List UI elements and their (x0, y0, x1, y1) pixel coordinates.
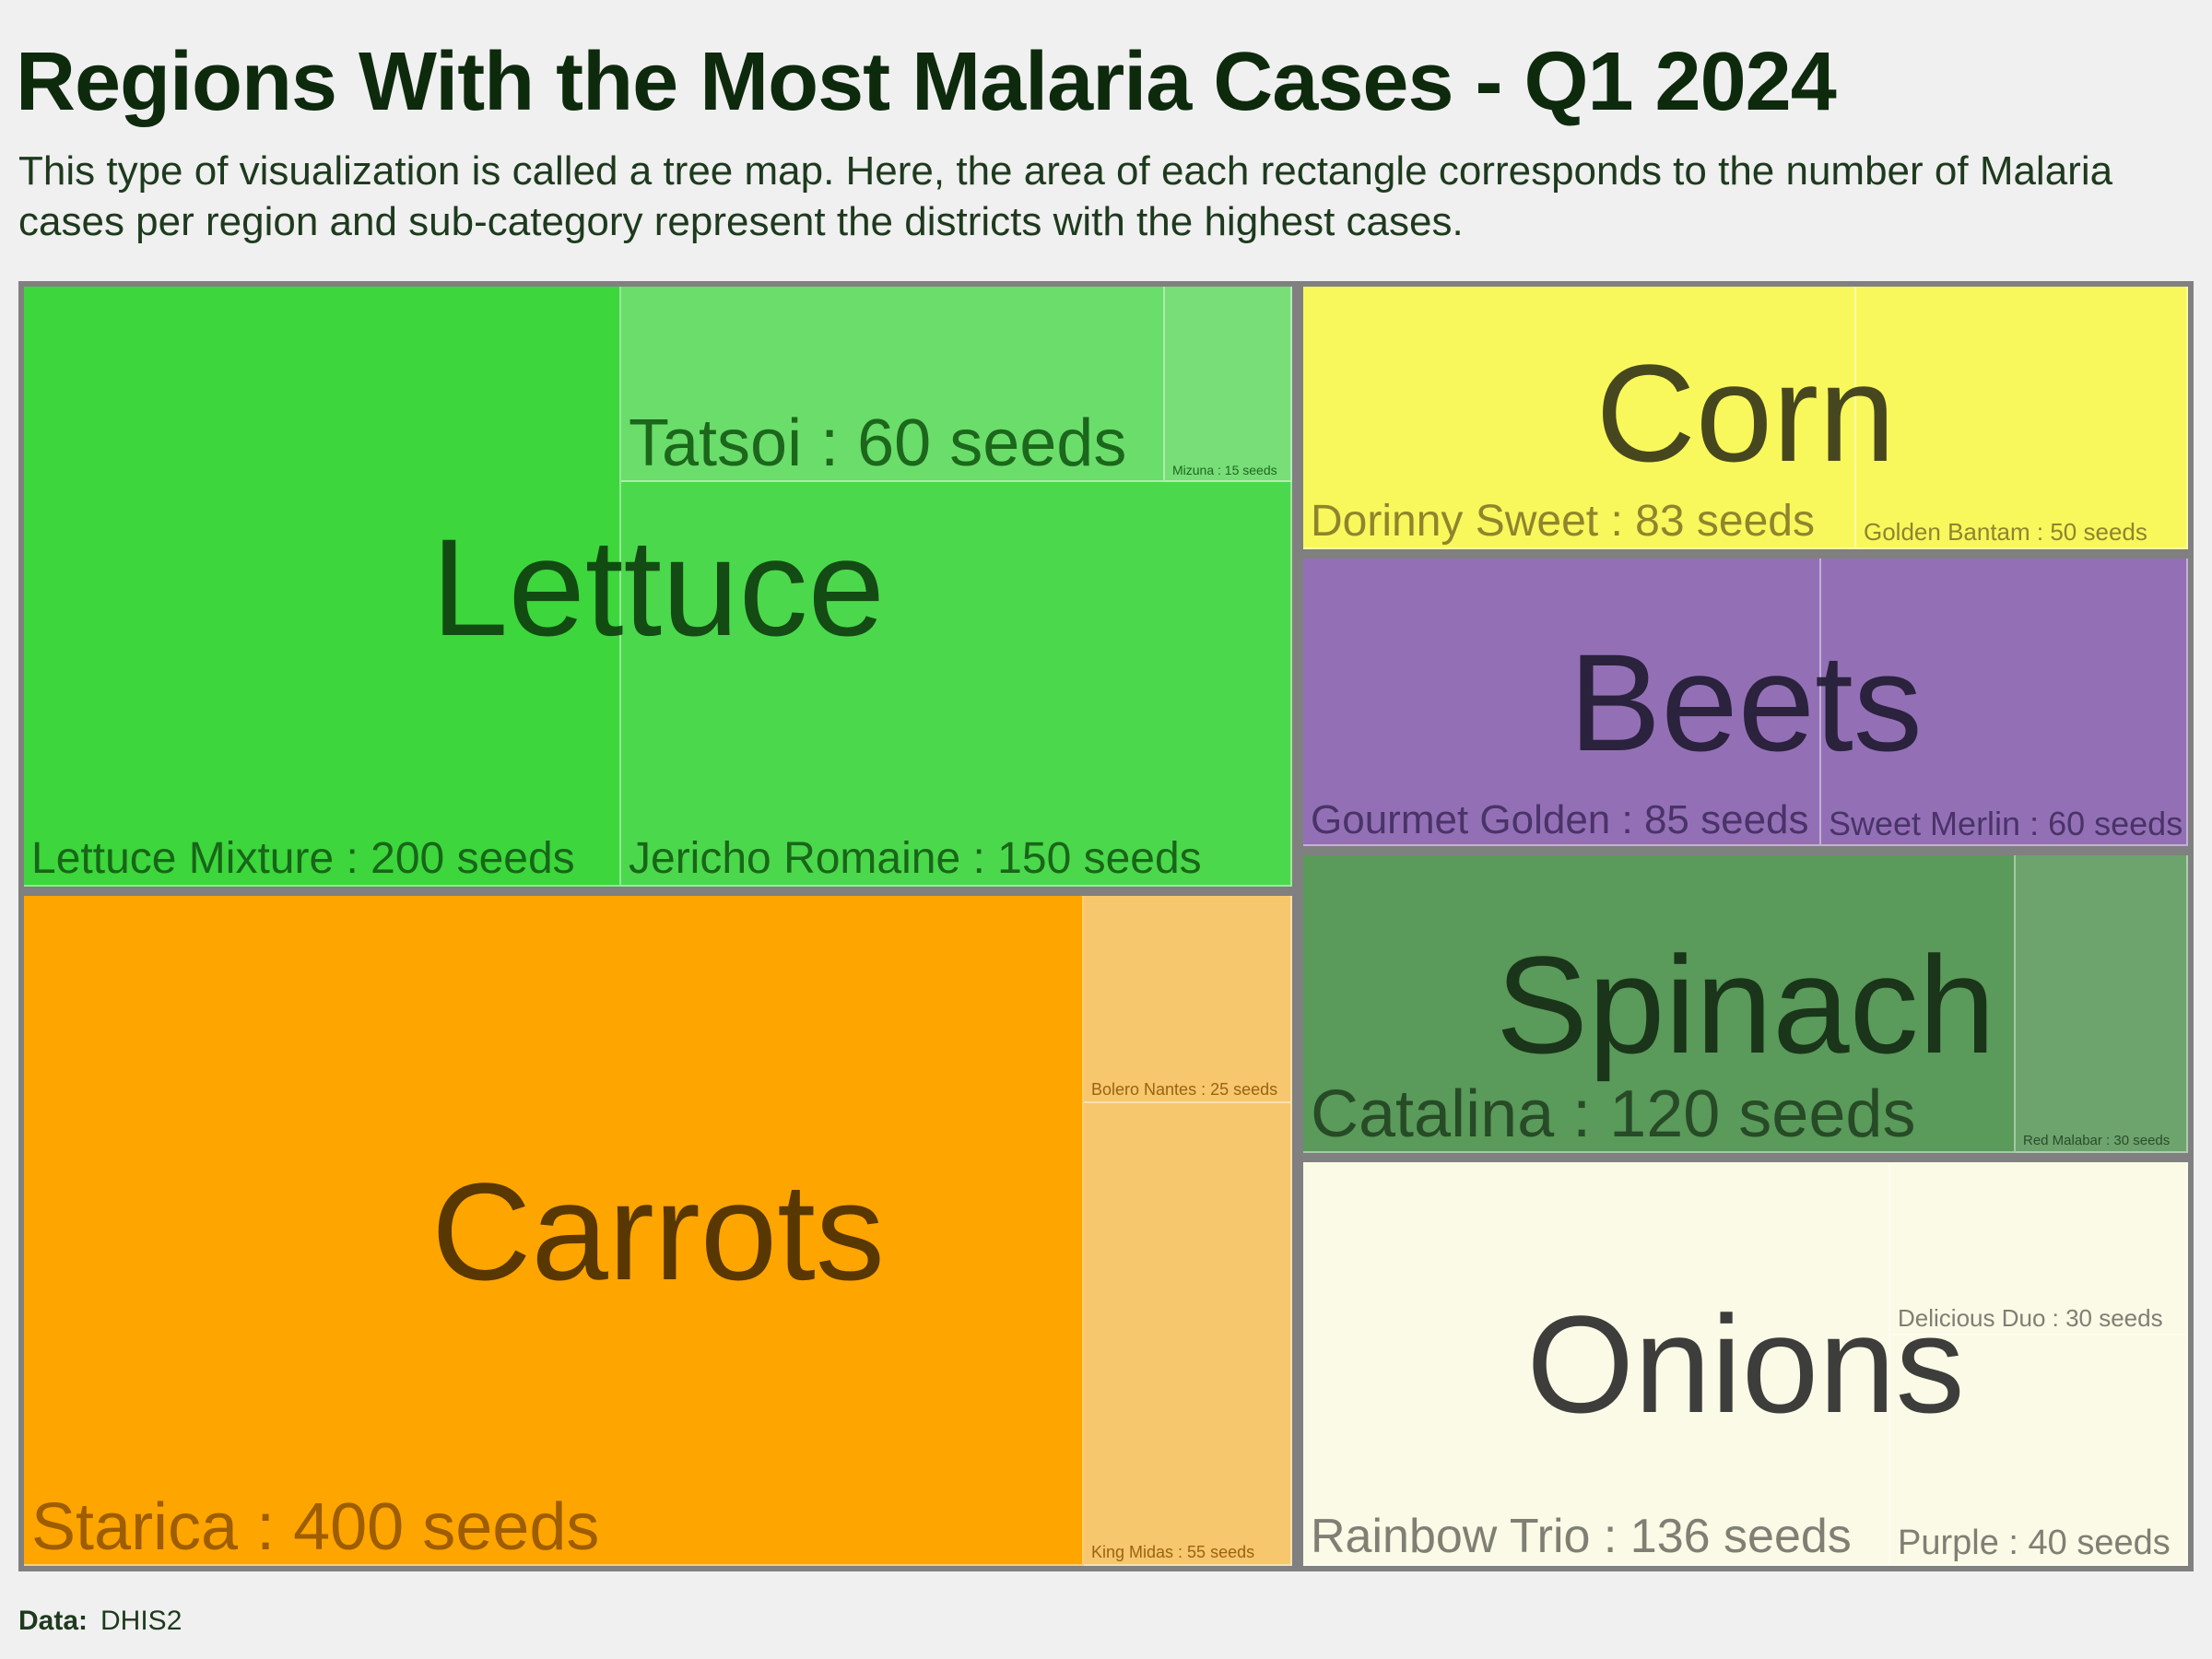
treemap: Lettuce Mixture : 200 seeds Jericho Romai… (18, 281, 2194, 1571)
treemap-cell[interactable]: Rainbow Trio : 136 seeds (1303, 1162, 1890, 1566)
cell-label: Sweet Merlin : 60 seeds (1829, 805, 2183, 842)
group-lettuce: Lettuce Mixture : 200 seeds Jericho Romai… (24, 287, 1292, 887)
treemap-cell[interactable]: Starica : 400 seeds (24, 896, 1084, 1566)
treemap-cell[interactable]: Lettuce Mixture : 200 seeds (24, 287, 621, 887)
group-carrots: Starica : 400 seeds King Midas : 55 seeds… (24, 896, 1292, 1566)
cell-label: Rainbow Trio : 136 seeds (1311, 1510, 1852, 1563)
group-beets: Gourmet Golden : 85 seeds Sweet Merlin : … (1303, 559, 2188, 846)
cell-label: Jericho Romaine : 150 seeds (629, 834, 1202, 883)
group-corn: Dorinny Sweet : 83 seeds Golden Bantam : … (1303, 287, 2188, 549)
footer-source: DHIS2 (100, 1606, 182, 1636)
cell-label: Catalina : 120 seeds (1311, 1077, 1916, 1151)
treemap-cell[interactable]: Dorinny Sweet : 83 seeds (1303, 287, 1856, 549)
treemap-cell[interactable]: Golden Bantam : 50 seeds (1856, 287, 2188, 549)
chart-subtitle: This type of visualization is called a t… (18, 148, 2113, 244)
treemap-cell[interactable]: Jericho Romaine : 150 seeds (621, 482, 1292, 887)
treemap-cell[interactable]: Purple : 40 seeds (1890, 1335, 2188, 1566)
group-onions: Rainbow Trio : 136 seeds Purple : 40 seed… (1303, 1162, 2188, 1566)
treemap-cell[interactable]: Tatsoi : 60 seeds (621, 287, 1165, 482)
cell-label: King Midas : 55 seeds (1091, 1543, 1255, 1561)
treemap-cell[interactable]: Sweet Merlin : 60 seeds (1821, 559, 2188, 846)
cell-label: Golden Bantam : 50 seeds (1864, 518, 2147, 546)
treemap-cell[interactable]: King Midas : 55 seeds (1084, 1103, 1292, 1566)
cell-label: Mizuna : 15 seeds (1172, 463, 1277, 477)
cell-label: Lettuce Mixture : 200 seeds (31, 834, 575, 883)
treemap-cell[interactable]: Gourmet Golden : 85 seeds (1303, 559, 1821, 846)
treemap-cell[interactable]: Red Malabar : 30 seeds (2016, 855, 2188, 1153)
footer-data-label: Data: (18, 1606, 88, 1636)
group-spinach: Catalina : 120 seeds Red Malabar : 30 see… (1303, 855, 2188, 1153)
cell-label: Tatsoi : 60 seeds (629, 406, 1127, 480)
cell-label: Gourmet Golden : 85 seeds (1311, 797, 1809, 842)
cell-label: Starica : 400 seeds (31, 1490, 600, 1564)
treemap-cell[interactable]: Mizuna : 15 seeds (1165, 287, 1292, 482)
chart-title: Regions With the Most Malaria Cases - Q1… (16, 36, 1837, 128)
treemap-cell[interactable]: Catalina : 120 seeds (1303, 855, 2016, 1153)
cell-label: Red Malabar : 30 seeds (2023, 1133, 2171, 1148)
cell-label: Bolero Nantes : 25 seeds (1091, 1080, 1278, 1099)
footer: Data: DHIS2 (18, 1606, 182, 1637)
cell-label: Dorinny Sweet : 83 seeds (1311, 497, 1815, 546)
treemap-cell[interactable]: Delicious Duo : 30 seeds (1890, 1162, 2188, 1335)
treemap-cell[interactable]: Bolero Nantes : 25 seeds (1084, 896, 1292, 1103)
cell-label: Delicious Duo : 30 seeds (1898, 1304, 2163, 1332)
cell-label: Purple : 40 seeds (1898, 1524, 2171, 1562)
